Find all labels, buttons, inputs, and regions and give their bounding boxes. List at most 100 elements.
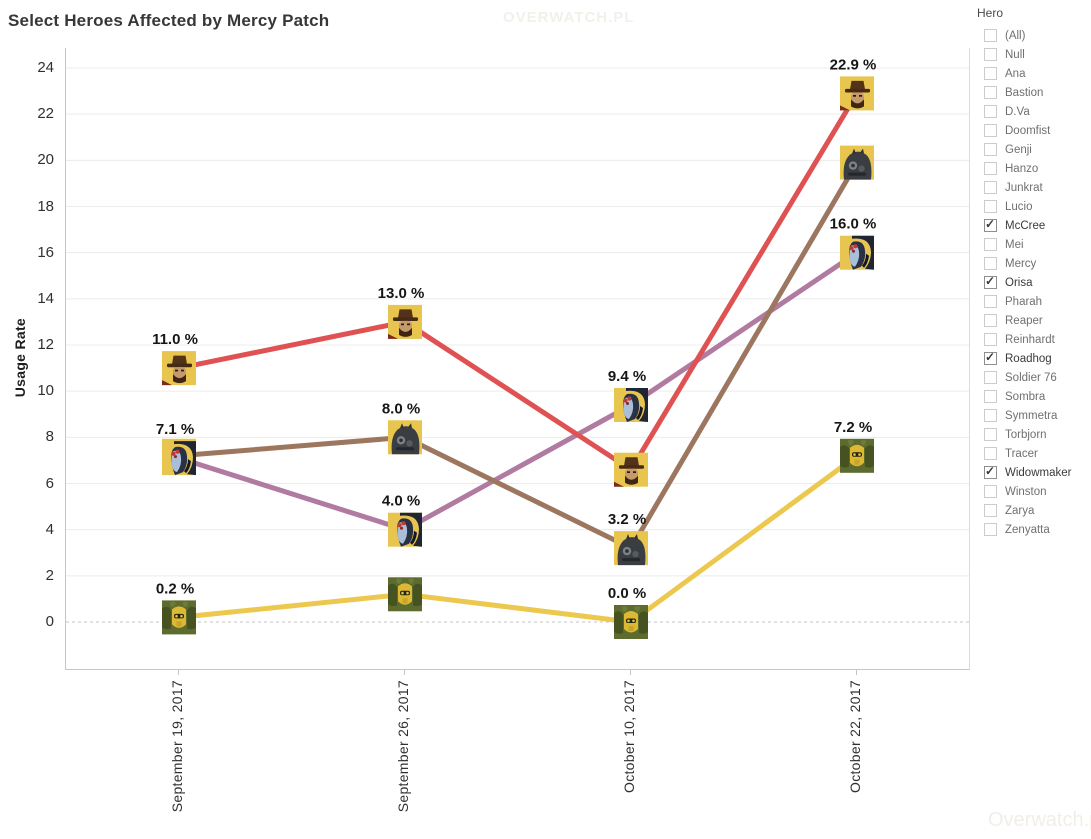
roadhog-icon[interactable] (614, 531, 648, 566)
hero-filter-sombra[interactable]: Sombra (984, 387, 1045, 406)
widowmaker-icon[interactable] (162, 441, 196, 476)
hero-filter-label: McCree (1005, 219, 1046, 232)
widowmaker-icon[interactable] (388, 512, 422, 547)
hero-filter-torbjorn[interactable]: Torbjorn (984, 425, 1047, 444)
checkbox-unchecked[interactable] (984, 390, 997, 403)
hero-filter-label: Tracer (1005, 447, 1038, 460)
series-line-mccree (176, 90, 860, 473)
hero-filter-roadhog[interactable]: Roadhog (984, 349, 1052, 368)
mccree-icon[interactable] (162, 351, 196, 386)
checkbox-unchecked[interactable] (984, 162, 997, 175)
hero-filter-label: Zenyatta (1005, 523, 1050, 536)
hero-filter-tracer[interactable]: Tracer (984, 444, 1038, 463)
hero-filter-null[interactable]: Null (984, 45, 1025, 64)
hero-filter-pharah[interactable]: Pharah (984, 292, 1042, 311)
watermark-top: OVERWATCH.PL (503, 9, 635, 26)
roadhog-icon[interactable] (840, 145, 874, 180)
hero-filter-label: Mei (1005, 238, 1024, 251)
checkbox-unchecked[interactable] (984, 523, 997, 536)
hero-filter-all[interactable]: (All) (984, 26, 1025, 45)
hero-filter-hanzo[interactable]: Hanzo (984, 159, 1038, 178)
hero-filter-zenyatta[interactable]: Zenyatta (984, 520, 1050, 539)
hero-filter-bastion[interactable]: Bastion (984, 83, 1043, 102)
data-label-widowmaker: 4.0 % (382, 493, 420, 510)
checkbox-unchecked[interactable] (984, 200, 997, 213)
checkbox-unchecked[interactable] (984, 295, 997, 308)
mccree-icon[interactable] (614, 452, 648, 487)
data-label-mccree: 13.0 % (378, 285, 425, 302)
checkbox-unchecked[interactable] (984, 371, 997, 384)
mccree-icon[interactable] (840, 76, 874, 111)
checkbox-unchecked[interactable] (984, 124, 997, 137)
checkbox-unchecked[interactable] (984, 257, 997, 270)
hero-filter-label: Hanzo (1005, 162, 1039, 175)
hero-filter-mccree[interactable]: McCree (984, 216, 1045, 235)
orisa-icon[interactable] (840, 438, 874, 473)
hero-filter-doomfist[interactable]: Doomfist (984, 121, 1050, 140)
checkbox-unchecked[interactable] (984, 333, 997, 346)
checkbox-unchecked[interactable] (984, 29, 997, 42)
x-axis-tick-label: October 10, 2017 (621, 680, 637, 793)
hero-filter-label: (All) (1005, 29, 1026, 42)
hero-filter-junkrat[interactable]: Junkrat (984, 178, 1043, 197)
y-axis-tick-label: 14 (37, 289, 54, 307)
hero-filter-orisa[interactable]: Orisa (984, 273, 1032, 292)
y-axis-tick-label: 12 (37, 336, 54, 353)
orisa-icon[interactable] (388, 577, 422, 612)
data-label-mccree: 11.0 % (152, 331, 198, 348)
hero-filter-ana[interactable]: Ana (984, 64, 1025, 83)
checkbox-unchecked[interactable] (984, 48, 997, 61)
x-axis-tick-label: September 26, 2017 (395, 680, 411, 813)
hero-filter-label: Reinhardt (1005, 333, 1055, 346)
y-axis-tick-label: 4 (45, 520, 54, 538)
hero-filter-label: Torbjorn (1005, 428, 1047, 441)
checkbox-unchecked[interactable] (984, 238, 997, 251)
data-label-orisa: 0.0 % (608, 585, 646, 602)
series-line-roadhog (176, 160, 860, 551)
hero-filter-d-va[interactable]: D.Va (984, 102, 1030, 121)
hero-filter-winston[interactable]: Winston (984, 482, 1047, 501)
hero-filter-zarya[interactable]: Zarya (984, 501, 1034, 520)
checkbox-unchecked[interactable] (984, 143, 997, 156)
checkbox-unchecked[interactable] (984, 105, 997, 118)
y-axis-tick-label: 16 (37, 243, 54, 261)
orisa-icon[interactable] (162, 600, 196, 635)
hero-filter-lucio[interactable]: Lucio (984, 197, 1033, 216)
hero-filter-label: Doomfist (1005, 124, 1051, 137)
roadhog-icon[interactable] (388, 420, 422, 455)
checkbox-unchecked[interactable] (984, 428, 997, 441)
hero-filter-genji[interactable]: Genji (984, 140, 1032, 159)
data-label-widowmaker: 9.4 % (608, 368, 646, 385)
hero-filter-mei[interactable]: Mei (984, 235, 1024, 254)
hero-filter-reaper[interactable]: Reaper (984, 311, 1043, 330)
y-axis-tick-label: 24 (37, 59, 54, 76)
data-label-widowmaker: 16.0 % (830, 216, 877, 233)
checkbox-unchecked[interactable] (984, 86, 997, 99)
hero-filter-label: Widowmaker (1005, 466, 1072, 479)
hero-filter-label: Lucio (1005, 200, 1033, 213)
hero-filter-soldier-76[interactable]: Soldier 76 (984, 368, 1057, 387)
hero-filter-symmetra[interactable]: Symmetra (984, 406, 1057, 425)
checkbox-checked[interactable] (984, 351, 997, 365)
widowmaker-icon[interactable] (614, 388, 648, 422)
x-axis-tick (404, 670, 405, 675)
checkbox-checked[interactable] (984, 465, 997, 479)
widowmaker-icon[interactable] (840, 235, 874, 270)
checkbox-unchecked[interactable] (984, 447, 997, 460)
y-axis-tick-label: 8 (45, 428, 54, 446)
orisa-icon[interactable] (614, 605, 648, 639)
mccree-icon[interactable] (388, 304, 422, 339)
checkbox-unchecked[interactable] (984, 314, 997, 327)
data-label-orisa: 0.2 % (156, 580, 194, 597)
checkbox-checked[interactable] (984, 275, 997, 289)
hero-filter-mercy[interactable]: Mercy (984, 254, 1036, 273)
checkbox-unchecked[interactable] (984, 485, 997, 498)
checkbox-unchecked[interactable] (984, 504, 997, 517)
checkbox-unchecked[interactable] (984, 409, 997, 422)
hero-filter-label: Roadhog (1005, 352, 1052, 365)
checkbox-unchecked[interactable] (984, 67, 997, 80)
hero-filter-reinhardt[interactable]: Reinhardt (984, 330, 1055, 349)
checkbox-checked[interactable] (984, 218, 997, 232)
checkbox-unchecked[interactable] (984, 181, 997, 194)
hero-filter-widowmaker[interactable]: Widowmaker (984, 463, 1071, 482)
